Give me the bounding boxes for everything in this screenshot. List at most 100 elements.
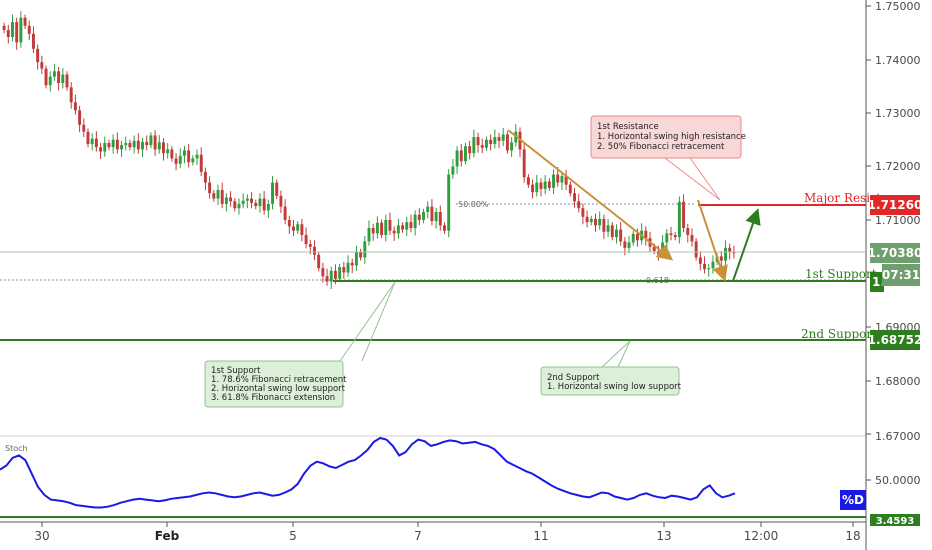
candle-body [149,135,153,146]
candle [149,132,153,149]
candle-body [610,225,614,238]
candle [447,169,451,238]
candle [564,169,568,191]
candle [162,138,165,161]
candle-body [585,216,589,223]
candle-body [103,142,107,152]
candle-body [128,142,132,148]
support2-note[interactable]: 2nd Support 1. Horizontal swing low supp… [540,340,682,396]
candle-body [166,149,170,154]
candle-body [350,262,354,266]
candle-body [132,140,136,148]
candle [405,216,409,237]
candle-body [417,214,421,220]
candle [111,134,115,154]
candle-body [99,147,103,152]
candle [518,127,522,157]
candle [644,226,648,246]
candle-body [254,202,258,207]
candle-body [31,33,35,49]
candle [673,231,677,241]
time-tick: Feb [155,529,180,543]
candle-body [321,268,325,277]
candle [153,130,157,156]
candle-body [69,87,73,103]
candle [476,132,480,153]
candle-body [375,222,379,234]
price-tick: 1.72000 [875,160,921,173]
candle-body [719,256,723,261]
candle [292,220,295,237]
bullish-arrow[interactable] [732,208,761,282]
candle-body [73,102,77,111]
candle [581,203,585,225]
candle [409,214,413,233]
time-axis: 30 Feb 5 7 11 13 12:00 18 [34,522,861,543]
candle-body [430,206,434,222]
bearish-arrow-2[interactable] [697,199,728,282]
candle [208,176,212,199]
candle-body [694,241,698,258]
candle [350,258,354,273]
candle [631,230,635,246]
candle-body [480,145,484,148]
candle-body [510,142,514,151]
candle [665,229,669,250]
candle-body [556,174,560,183]
candle-body [329,270,333,282]
candle [610,222,614,241]
candle-body [564,176,568,185]
candle-body [711,261,715,269]
candle [560,171,564,191]
candle-body [464,146,467,162]
candle-body [224,197,228,204]
candle-body [493,137,497,145]
bearish-arrow-1[interactable] [507,129,674,261]
candle [325,268,329,286]
candle [585,210,589,228]
candle-body [438,211,442,226]
candle [451,159,455,179]
candle [480,138,484,154]
candle-body [6,30,10,38]
candle-body [82,124,86,132]
candle-body [405,222,409,230]
candle-body [27,25,31,34]
candle [65,71,69,91]
candle [321,262,325,283]
candle [220,182,224,209]
countdown-badge: 07:31 [882,264,920,286]
stoch-d-badge-text: %D [842,493,864,507]
candle [245,194,249,209]
candle [489,134,493,151]
candle [711,255,715,274]
support2-note-line: 2nd Support [547,373,600,383]
stoch-bottom-badge [870,514,920,526]
candle-body [170,149,174,159]
candle [338,263,342,283]
resistance-note[interactable]: 1st Resistance 1. Horizontal swing high … [590,115,746,201]
candle [199,147,203,177]
stoch-d-line [0,436,736,509]
candle [539,178,543,197]
candle [493,129,497,149]
first-support-badge-text: 1. [872,275,885,289]
candle-body [36,48,40,63]
candle [195,149,199,165]
candle [543,175,547,195]
candle-body [342,267,346,273]
candle-body [203,171,207,183]
candle [132,135,136,154]
support1-note[interactable]: 1st Support 1. 78.6% Fibonacci retraceme… [204,281,396,408]
current-price-badge: 1.70380 [868,243,922,263]
candle [304,227,308,249]
second-support-badge-text: 1.68752 [868,333,923,347]
candle-body [535,182,539,193]
candle [434,207,438,229]
candle-body [250,198,254,203]
first-support-label: 1st Support [805,267,877,281]
candle-body [455,150,459,167]
candle-body [52,71,56,77]
candle-body [451,166,455,175]
